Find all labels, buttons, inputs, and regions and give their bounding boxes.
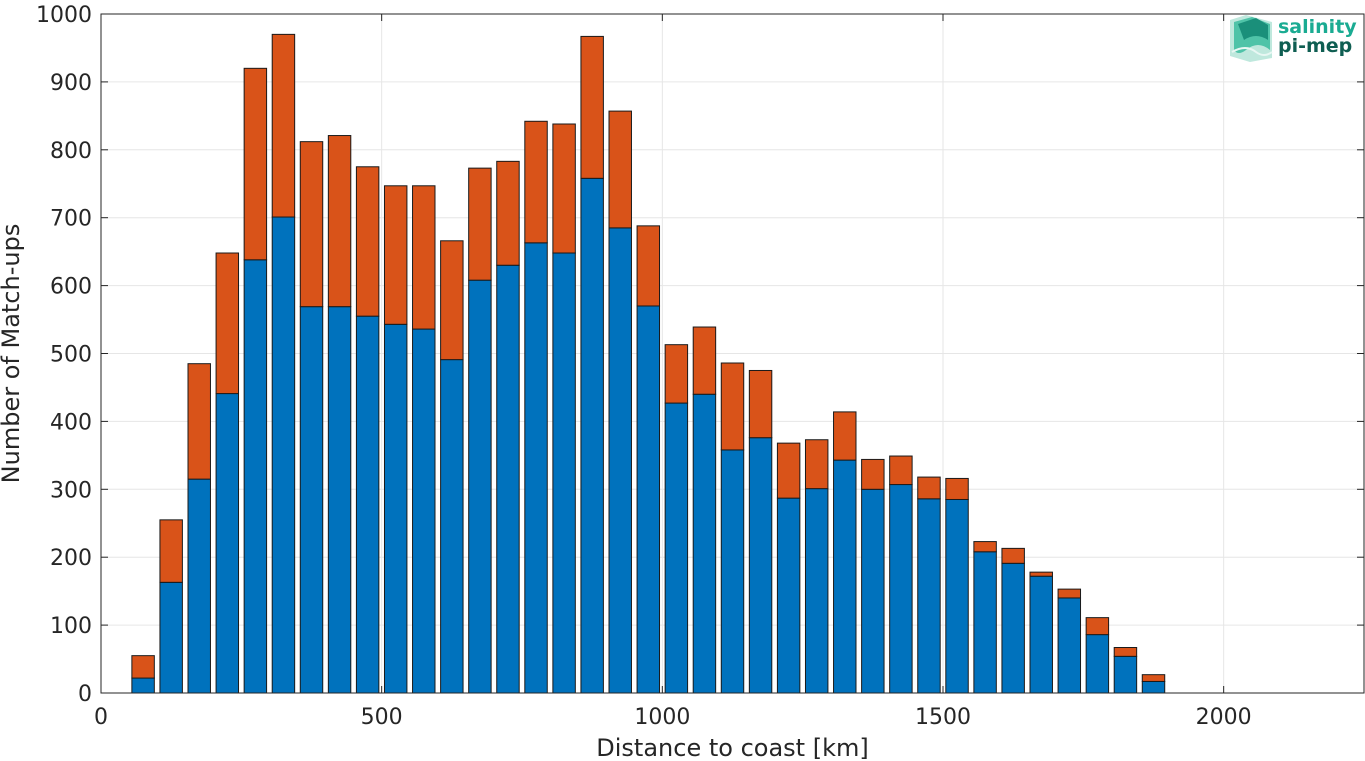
y-tick-label: 200 (50, 546, 92, 571)
y-tick-label: 400 (50, 410, 92, 435)
bar-segment-series-2 (861, 458, 885, 490)
bar-segment-series-1 (271, 216, 296, 694)
bars (131, 33, 1166, 694)
bar-segment-series-1 (1141, 680, 1166, 694)
bar-segment-series-2 (271, 33, 296, 218)
bar-segment-series-2 (215, 252, 240, 395)
bar-segment-series-2 (692, 326, 717, 395)
bar-segment-series-1 (243, 259, 268, 694)
logo-text-pi-mep: pi-mep (1278, 35, 1352, 57)
bar-segment-series-1 (159, 581, 183, 694)
salinity-pi-mep-logo: salinity pi-mep (1230, 15, 1357, 62)
y-tick-label: 0 (78, 682, 92, 707)
y-tick-label: 900 (50, 71, 92, 96)
bar-segment-series-1 (692, 393, 717, 694)
bar-segment-series-1 (608, 227, 632, 694)
y-tick-label: 1000 (36, 3, 92, 28)
bar-segment-series-1 (580, 177, 604, 694)
bar-segment-series-2 (552, 123, 576, 254)
bar-segment-series-1 (804, 488, 829, 694)
bar-segment-series-2 (1085, 617, 1110, 636)
bar-segment-series-2 (412, 185, 436, 330)
y-tick-label: 300 (50, 478, 92, 503)
bar-segment-series-1 (327, 306, 352, 694)
bar-segment-series-2 (973, 541, 997, 553)
bar-segment-series-2 (1001, 547, 1025, 564)
bar-segment-series-2 (159, 519, 183, 583)
bar-segment-series-1 (833, 459, 857, 694)
bar-segment-series-1 (720, 449, 745, 694)
bar-segment-series-2 (720, 362, 745, 451)
bar-segment-series-2 (608, 110, 632, 229)
bar-segment-series-2 (1029, 571, 1053, 577)
bar-segment-series-2 (1141, 674, 1166, 682)
bar-segment-series-1 (1057, 597, 1082, 694)
bar-segment-series-1 (383, 323, 408, 694)
x-tick-label: 500 (361, 705, 403, 730)
bar-segment-series-2 (524, 120, 548, 244)
bar-segment-series-1 (299, 306, 324, 694)
bar-segment-series-2 (945, 477, 969, 500)
bar-segment-series-1 (355, 315, 380, 694)
x-tick-label: 2000 (1196, 705, 1252, 730)
bar-segment-series-1 (945, 498, 969, 694)
bar-segment-series-1 (636, 305, 661, 694)
bar-segment-series-1 (973, 551, 997, 694)
bar-segment-series-2 (243, 67, 268, 261)
bar-segment-series-1 (1001, 562, 1025, 694)
bar-segment-series-2 (468, 167, 492, 281)
bar-segment-series-1 (776, 497, 801, 694)
bar-segment-series-1 (131, 677, 155, 694)
bar-segment-series-1 (917, 498, 941, 694)
y-tick-label: 600 (50, 275, 92, 300)
ticks: 0 500 1000 1500 2000 0 100 200 300 400 500 600 700 80… (36, 3, 1364, 730)
x-tick-label: 0 (94, 705, 108, 730)
x-axis-label: Distance to coast [km] (596, 734, 868, 761)
bar-segment-series-2 (327, 135, 352, 308)
bar-segment-series-1 (215, 393, 240, 694)
bar-segment-series-2 (804, 439, 829, 490)
logo-text-salinity: salinity (1278, 16, 1357, 38)
bar-segment-series-2 (917, 476, 941, 500)
y-tick-label: 800 (50, 139, 92, 164)
y-tick-label: 100 (50, 614, 92, 639)
bar-segment-series-2 (636, 225, 661, 307)
x-tick-label: 1500 (915, 705, 971, 730)
bar-segment-series-1 (1085, 634, 1110, 694)
y-tick-label: 500 (50, 343, 92, 368)
bar-segment-series-2 (748, 369, 773, 439)
bar-segment-series-2 (889, 455, 913, 486)
y-tick-label: 700 (50, 207, 92, 232)
bar-segment-series-1 (468, 279, 492, 694)
bar-segment-series-1 (552, 252, 576, 694)
bar-segment-series-1 (524, 242, 548, 694)
bar-segment-series-1 (440, 359, 464, 694)
y-axis-label: Number of Match-ups (0, 224, 25, 484)
wave-icon (1230, 15, 1273, 62)
bar-segment-series-2 (580, 35, 604, 179)
bar-segment-series-2 (383, 185, 408, 325)
bar-segment-series-2 (440, 240, 464, 361)
bar-segment-series-2 (131, 655, 155, 679)
bar-segment-series-1 (889, 484, 913, 694)
bar-segment-series-1 (1029, 575, 1053, 694)
bar-segment-series-1 (187, 478, 211, 694)
bar-segment-series-1 (496, 264, 520, 694)
x-tick-label: 1000 (634, 705, 690, 730)
bar-segment-series-1 (412, 328, 436, 694)
bar-segment-series-1 (664, 402, 689, 694)
bar-segment-series-1 (1113, 655, 1138, 694)
bar-segment-series-1 (748, 437, 773, 694)
bar-segment-series-2 (1057, 588, 1082, 599)
bar-segment-series-2 (776, 442, 801, 499)
bar-segment-series-2 (833, 411, 857, 461)
bar-segment-series-1 (861, 488, 885, 694)
bar-segment-series-2 (299, 141, 324, 308)
bar-segment-series-2 (496, 160, 520, 266)
bar-segment-series-2 (1113, 647, 1138, 657)
bar-segment-series-2 (355, 166, 380, 317)
bar-segment-series-2 (187, 363, 211, 480)
bar-segment-series-2 (664, 344, 689, 404)
